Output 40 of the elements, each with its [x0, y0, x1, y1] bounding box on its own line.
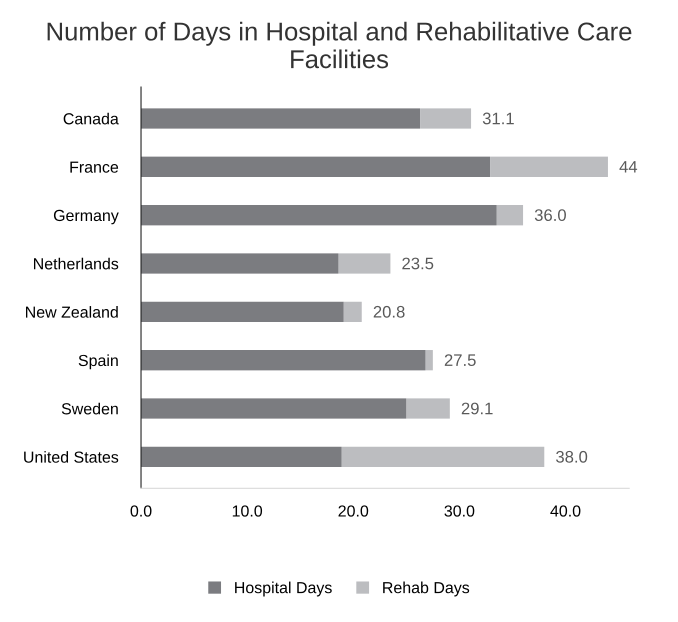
bar	[141, 446, 342, 467]
total-label: 44	[619, 161, 638, 173]
bar	[141, 350, 426, 370]
bar	[141, 302, 344, 322]
total-label: 23.5	[402, 258, 434, 270]
total-label: 29.1	[462, 402, 493, 414]
total-label: 20.8	[374, 306, 405, 318]
y-tick-label: Canada	[64, 112, 119, 124]
bar	[496, 205, 524, 226]
y-tick-label: Netherlands	[34, 258, 118, 270]
x-tick-label: 20.0	[338, 505, 368, 517]
bar	[141, 108, 420, 129]
y-tick-label: United States	[24, 451, 118, 463]
bar	[141, 205, 497, 226]
x-tick-label: 30.0	[444, 505, 474, 517]
bar	[490, 156, 608, 177]
x-tick-label: 0.0	[130, 505, 152, 517]
total-label: 36.0	[534, 209, 566, 222]
legend-label: Rehab Days	[383, 582, 470, 596]
total-label: 27.5	[444, 354, 476, 366]
bar	[338, 253, 390, 274]
y-tick-label: New Zealand	[26, 306, 118, 318]
y-tick-label: Germany	[54, 210, 119, 224]
chart-title: Number of Days in Hospital and Rehabilitative Care Facilities	[48, 22, 632, 68]
total-label: 31.1	[482, 112, 514, 124]
y-tick-label: Spain	[78, 354, 118, 370]
y-tick-label: Sweden	[62, 402, 118, 414]
bar	[406, 398, 450, 419]
total-label: 38.0	[556, 450, 588, 463]
x-tick-label: 10.0	[232, 505, 262, 517]
bar	[141, 156, 490, 177]
bar	[420, 108, 472, 129]
bar	[344, 302, 362, 322]
x-tick-label: 40.0	[550, 505, 580, 517]
bar	[425, 350, 433, 370]
y-tick-label: France	[70, 162, 118, 173]
legend-label: Hospital Days	[235, 582, 332, 596]
bar	[141, 253, 338, 274]
bar	[342, 446, 544, 467]
bar	[141, 398, 406, 419]
